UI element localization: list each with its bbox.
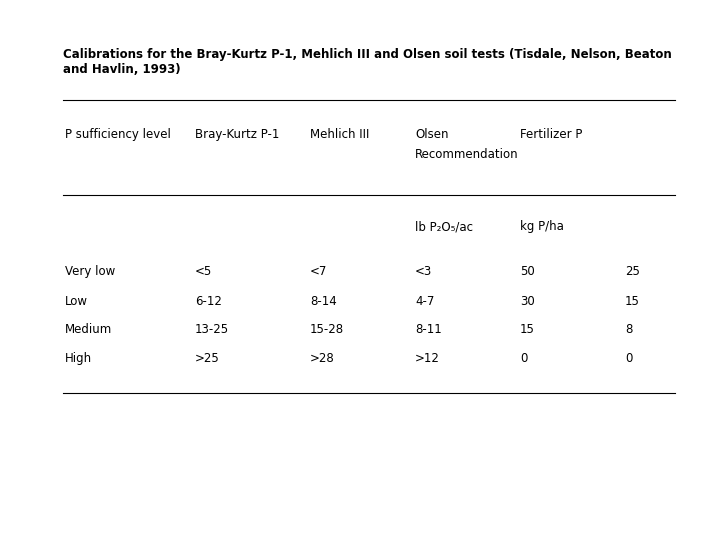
Text: 0: 0 [625, 352, 632, 365]
Text: 30: 30 [520, 295, 535, 308]
Text: Mehlich III: Mehlich III [310, 128, 369, 141]
Text: kg P/ha: kg P/ha [520, 220, 564, 233]
Text: Fertilizer P: Fertilizer P [520, 128, 582, 141]
Text: >25: >25 [195, 352, 220, 365]
Text: 13-25: 13-25 [195, 323, 229, 336]
Text: 6-12: 6-12 [195, 295, 222, 308]
Text: Recommendation: Recommendation [415, 148, 518, 161]
Text: >28: >28 [310, 352, 335, 365]
Text: Calibrations for the Bray-Kurtz P-1, Mehlich III and Olsen soil tests (Tisdale, : Calibrations for the Bray-Kurtz P-1, Meh… [63, 48, 672, 61]
Text: 8: 8 [625, 323, 632, 336]
Text: lb P₂O₅/ac: lb P₂O₅/ac [415, 220, 473, 233]
Text: and Havlin, 1993): and Havlin, 1993) [63, 63, 181, 76]
Text: Low: Low [65, 295, 88, 308]
Text: Medium: Medium [65, 323, 112, 336]
Text: 15-28: 15-28 [310, 323, 344, 336]
Text: 8-14: 8-14 [310, 295, 337, 308]
Text: 8-11: 8-11 [415, 323, 442, 336]
Text: 50: 50 [520, 265, 535, 278]
Text: Bray-Kurtz P-1: Bray-Kurtz P-1 [195, 128, 279, 141]
Text: <3: <3 [415, 265, 432, 278]
Text: 15: 15 [625, 295, 640, 308]
Text: Very low: Very low [65, 265, 115, 278]
Text: >12: >12 [415, 352, 440, 365]
Text: <5: <5 [195, 265, 212, 278]
Text: 0: 0 [520, 352, 527, 365]
Text: High: High [65, 352, 92, 365]
Text: 4-7: 4-7 [415, 295, 434, 308]
Text: 15: 15 [520, 323, 535, 336]
Text: 25: 25 [625, 265, 640, 278]
Text: P sufficiency level: P sufficiency level [65, 128, 171, 141]
Text: Olsen: Olsen [415, 128, 449, 141]
Text: <7: <7 [310, 265, 328, 278]
